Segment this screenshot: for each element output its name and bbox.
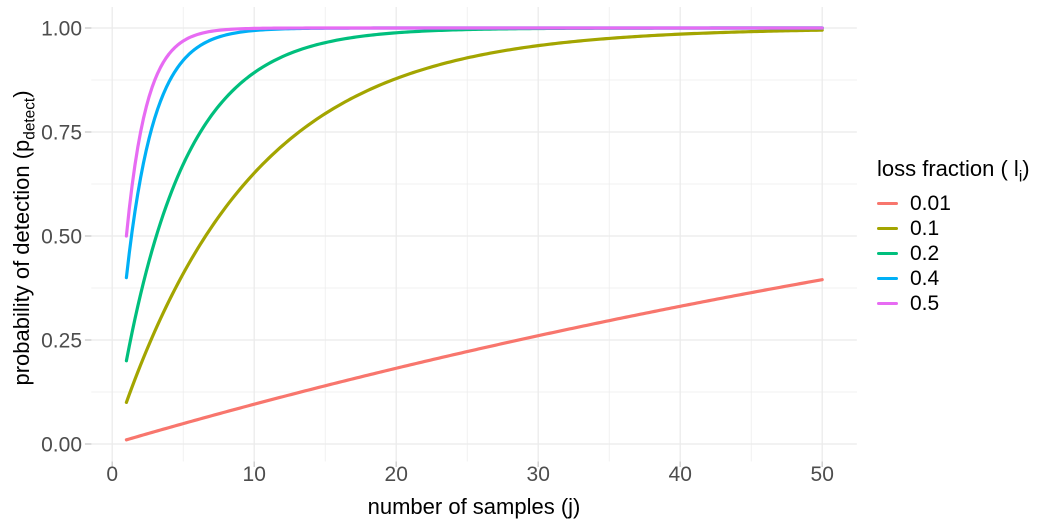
- y-axis-title-subscript: detect: [21, 97, 39, 140]
- curve-0.5: [124, 26, 824, 238]
- legend-item-label: 0.5: [910, 291, 940, 315]
- legend-item: 0.2: [877, 241, 1030, 266]
- legend-item-label: 0.4: [910, 266, 940, 290]
- legend-title: loss fraction ( li): [877, 156, 1030, 186]
- y-tick-label: 0.25: [41, 330, 82, 353]
- legend-items: 0.01 0.1 0.2 0.4 0.5: [877, 191, 1030, 316]
- legend: loss fraction ( li) 0.01 0.1 0.2 0.4 0.5: [877, 156, 1030, 316]
- legend-key-line-icon: [877, 301, 898, 306]
- series-curves: [124, 26, 824, 442]
- curve-0.4: [124, 26, 824, 280]
- legend-key-line-icon: [877, 201, 898, 206]
- curve-0.2: [124, 26, 824, 363]
- x-tick-label: 50: [811, 463, 834, 486]
- legend-title-text: loss fraction ( l: [877, 156, 1019, 181]
- legend-item-label: 0.2: [910, 241, 940, 265]
- axis-tick-labels: 0 10 20 30 40 50 0.00 0.25 0.50 0.75 1.00: [41, 18, 834, 487]
- legend-key-line-icon: [877, 276, 898, 281]
- axis-ticks: [84, 27, 823, 467]
- x-tick-label: 30: [527, 463, 550, 486]
- y-axis-title-text: probability of detection (p: [9, 139, 34, 386]
- x-tick-label: 40: [669, 463, 692, 486]
- x-tick-label: 0: [106, 463, 118, 486]
- legend-item: 0.5: [877, 291, 1030, 316]
- y-axis-title-close: ): [9, 90, 34, 98]
- legend-item: 0.01: [877, 191, 1030, 216]
- y-tick-label: 0.75: [41, 122, 82, 145]
- x-tick-label: 10: [243, 463, 266, 486]
- legend-item-label: 0.1: [910, 216, 940, 240]
- x-axis-title: number of samples (j): [367, 494, 581, 519]
- y-axis-title: probability of detection (pdetect): [9, 90, 39, 386]
- x-tick-label: 20: [385, 463, 408, 486]
- y-tick-label: 0.00: [41, 434, 82, 457]
- curve-0.01: [124, 278, 824, 442]
- curve-0.1: [124, 28, 824, 404]
- legend-key-line-icon: [877, 226, 898, 231]
- legend-item-label: 0.01: [910, 191, 951, 215]
- legend-key-line-icon: [877, 251, 898, 256]
- legend-item: 0.1: [877, 216, 1030, 241]
- legend-title-subscript: i: [1018, 168, 1023, 186]
- legend-item: 0.4: [877, 266, 1030, 291]
- y-tick-label: 1.00: [41, 18, 82, 41]
- y-tick-label: 0.50: [41, 226, 82, 249]
- legend-title-close: ): [1022, 156, 1030, 181]
